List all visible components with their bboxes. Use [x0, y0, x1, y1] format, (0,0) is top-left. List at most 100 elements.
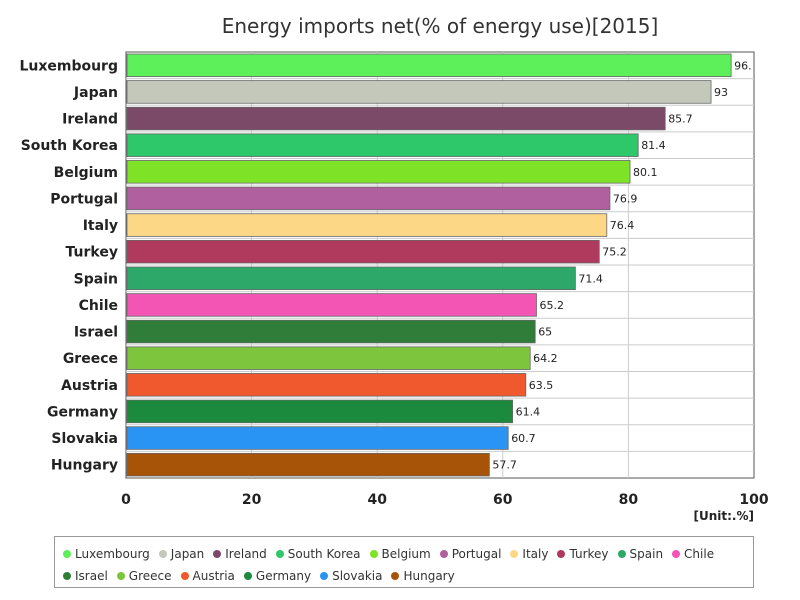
- data-label: 61.4: [516, 405, 541, 418]
- category-label: Chile: [79, 298, 118, 314]
- category-label: Ireland: [62, 112, 118, 128]
- legend-marker: [672, 550, 681, 558]
- category-label: Luxembourg: [19, 58, 118, 74]
- legend-marker: [180, 572, 189, 580]
- category-label: Portugal: [50, 191, 118, 207]
- legend-item[interactable]: Japan: [158, 543, 204, 565]
- legend-marker: [320, 572, 329, 580]
- legend-item[interactable]: Austria: [180, 565, 235, 587]
- data-label: 64.2: [533, 352, 558, 365]
- legend-item[interactable]: Hungary: [391, 565, 455, 587]
- legend-marker: [391, 572, 400, 580]
- legend-item[interactable]: Greece: [116, 565, 172, 587]
- x-tick-label: 20: [242, 492, 262, 508]
- legend-marker: [213, 550, 222, 558]
- legend-marker: [116, 572, 125, 580]
- legend-label: Chile: [684, 547, 715, 561]
- x-tick-label: 60: [493, 492, 513, 508]
- legend-marker: [63, 572, 71, 580]
- bar-austria: [126, 373, 527, 397]
- bar-luxembourg: [126, 53, 732, 78]
- bar-belgium: [126, 160, 631, 184]
- legend-marker: [243, 572, 252, 580]
- legend-marker: [617, 550, 626, 558]
- bar-spain: [126, 266, 576, 291]
- legend-item[interactable]: Slovakia: [320, 565, 382, 587]
- legend-label: Ireland: [225, 547, 267, 561]
- legend-label: Austria: [192, 569, 235, 583]
- data-label: 76.4: [610, 219, 635, 232]
- bar-layer: [126, 53, 732, 477]
- legend-item[interactable]: Luxembourg: [63, 543, 150, 565]
- category-label: South Korea: [21, 138, 118, 154]
- data-label: 60.7: [511, 432, 536, 445]
- category-label: Turkey: [66, 245, 118, 261]
- bar-chile: [126, 293, 537, 317]
- legend-item[interactable]: Ireland: [213, 543, 267, 565]
- legend-label: South Korea: [287, 547, 361, 561]
- category-label: Slovakia: [51, 431, 118, 447]
- legend-label: Israel: [75, 569, 108, 583]
- legend-item[interactable]: Turkey: [557, 543, 609, 565]
- legend-item[interactable]: South Korea: [275, 543, 361, 565]
- bar-ireland: [126, 106, 666, 131]
- category-label: Germany: [47, 404, 118, 420]
- category-label: Belgium: [54, 165, 118, 181]
- category-label: Italy: [83, 218, 118, 234]
- data-label: 96.: [734, 59, 752, 72]
- category-label: Spain: [74, 271, 118, 287]
- legend-label: Germany: [255, 569, 312, 583]
- legend-item[interactable]: Chile: [672, 543, 714, 565]
- bar-slovakia: [126, 426, 509, 450]
- data-label: 80.1: [633, 166, 658, 179]
- data-label: 57.7: [492, 459, 516, 472]
- legend-label: Spain: [629, 547, 664, 561]
- legend-item[interactable]: Italy: [510, 543, 548, 565]
- bar-turkey: [126, 239, 600, 264]
- legend-marker: [63, 550, 71, 558]
- category-label: Israel: [74, 325, 118, 341]
- legend-item[interactable]: Germany: [243, 565, 312, 587]
- bar-israel: [126, 319, 536, 344]
- legend-marker: [275, 550, 284, 558]
- legend-item[interactable]: Belgium: [369, 543, 431, 565]
- legend-item[interactable]: Israel: [63, 565, 108, 587]
- data-label: 63.5: [529, 379, 554, 392]
- bar-germany: [126, 399, 513, 424]
- legend-marker: [510, 550, 519, 558]
- bar-south-korea: [126, 133, 639, 157]
- legend-label: Greece: [128, 569, 172, 583]
- legend-label: Hungary: [403, 569, 455, 583]
- x-tick-label: 0: [121, 492, 131, 508]
- category-label: Japan: [73, 85, 118, 101]
- legend-marker: [158, 550, 167, 558]
- x-tick-label: 100: [739, 492, 768, 508]
- legend-label: Turkey: [569, 547, 609, 561]
- data-label: 93: [714, 86, 728, 99]
- unit-label: [Unit:.%]: [693, 509, 755, 523]
- bar-japan: [126, 80, 712, 104]
- legend-label: Belgium: [381, 547, 431, 561]
- bar-portugal: [126, 186, 611, 211]
- legend-marker: [369, 550, 378, 558]
- legend-marker: [439, 550, 448, 558]
- label-layer: 0 20 40 60 80 100 Luxembourg 96. Japan 93 Ireland 8…: [19, 58, 768, 508]
- category-label: Austria: [61, 378, 118, 394]
- bar-greece: [126, 346, 531, 370]
- data-label: 65: [538, 326, 552, 339]
- chart-title: Energy imports net(% of energy use)[2015…: [221, 14, 659, 38]
- category-label: Greece: [63, 351, 118, 367]
- data-label: 85.7: [668, 113, 693, 126]
- legend: Luxembourg Japan Ireland South Korea Belgium…: [54, 536, 754, 588]
- data-label: 71.4: [578, 272, 603, 285]
- legend-label: Italy: [522, 547, 549, 561]
- legend-item[interactable]: Spain: [617, 543, 664, 565]
- x-tick-label: 80: [619, 492, 639, 508]
- data-label: 75.2: [602, 246, 627, 259]
- legend-marker: [557, 550, 566, 558]
- data-label: 65.2: [539, 299, 564, 312]
- data-label: 76.9: [613, 192, 638, 205]
- bar-chart: 0 20 40 60 80 100 Luxembourg 96. Japan 93 Ireland 8…: [19, 51, 769, 508]
- bar-hungary: [126, 452, 490, 477]
- legend-item[interactable]: Portugal: [439, 543, 501, 565]
